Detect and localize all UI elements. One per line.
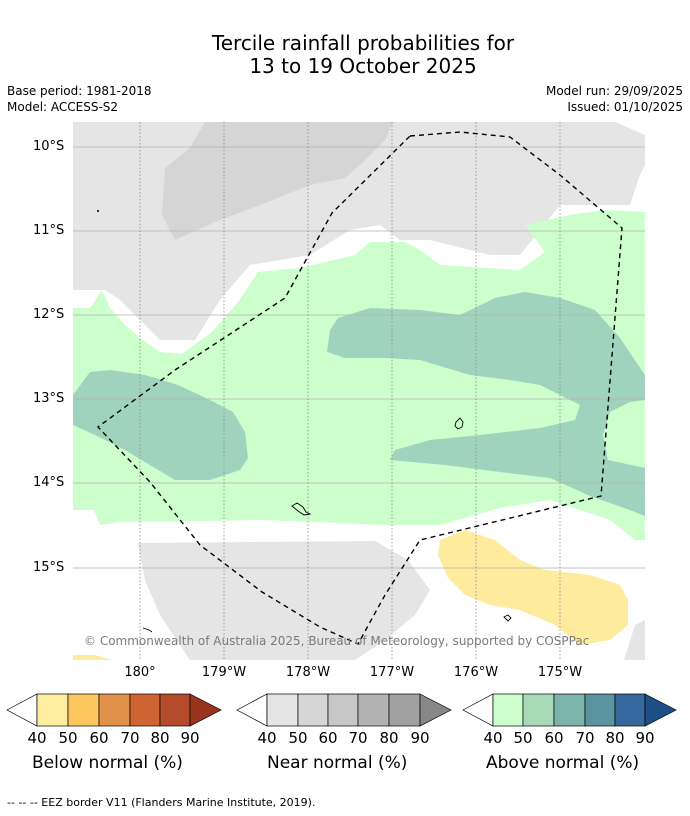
above-normal-50-region-east <box>327 292 645 516</box>
lat-label-14s: 14°S <box>33 475 65 490</box>
below-normal-tick-40: 40 <box>27 729 47 747</box>
map-panel <box>73 122 645 660</box>
above-normal-tick-40: 40 <box>483 729 503 747</box>
above-normal-tick-90: 90 <box>635 729 655 747</box>
latitude-gridlines <box>73 146 645 569</box>
above-normal-50-region-west <box>73 370 248 480</box>
title-line-1: Tercile rainfall probabilities for <box>211 31 515 55</box>
above-normal-tick-70: 70 <box>575 729 595 747</box>
below-normal-tick-90: 90 <box>180 729 200 747</box>
near-normal-tick-70: 70 <box>348 729 368 747</box>
lon-label-180: 180° <box>124 665 156 680</box>
colorbar-above-normal <box>462 693 677 727</box>
model-name: Model: ACCESS-S2 <box>7 100 119 114</box>
near-normal-50-region-north <box>162 122 393 240</box>
lon-label-178w: 178°W <box>285 665 331 680</box>
island-southeast <box>503 614 512 622</box>
eez-border <box>96 131 623 645</box>
lat-label-10s: 10°S <box>33 139 65 154</box>
island-southwest <box>142 627 153 633</box>
issued-date: Issued: 01/10/2025 <box>567 100 683 114</box>
lat-label-12s: 12°S <box>33 307 65 322</box>
above-normal-tick-60: 60 <box>544 729 564 747</box>
above-normal-40-hole <box>610 412 645 462</box>
lon-label-179w: 179°W <box>201 665 247 680</box>
near-normal-tick-90: 90 <box>410 729 430 747</box>
colorbar-near-normal <box>236 693 452 727</box>
below-normal-tick-80: 80 <box>150 729 170 747</box>
below-normal-tick-50: 50 <box>58 729 78 747</box>
lon-label-177w: 177°W <box>369 665 415 680</box>
above-normal-tick-50: 50 <box>513 729 533 747</box>
near-normal-tick-60: 60 <box>318 729 338 747</box>
near-normal-tick-40: 40 <box>257 729 277 747</box>
lat-label-13s: 13°S <box>33 391 65 406</box>
lon-label-176w: 176°W <box>453 665 499 680</box>
near-normal-40-region-corner <box>624 620 645 660</box>
below-normal-40-region-corner <box>73 655 112 660</box>
near-normal-tick-50: 50 <box>288 729 308 747</box>
island-north-dot <box>97 210 99 212</box>
colorbar-below-normal <box>6 693 222 727</box>
above-normal-label: Above normal (%) <box>486 753 640 773</box>
near-normal-tick-80: 80 <box>379 729 399 747</box>
lat-label-15s: 15°S <box>33 560 65 575</box>
copyright-notice: © Commonwealth of Australia 2025, Bureau… <box>84 634 590 648</box>
near-normal-label: Near normal (%) <box>267 753 408 773</box>
model-run: Model run: 29/09/2025 <box>545 84 683 98</box>
below-normal-tick-70: 70 <box>120 729 140 747</box>
below-normal-40-region <box>438 530 628 645</box>
near-normal-40-region-south <box>138 541 430 660</box>
lat-label-11s: 11°S <box>33 223 65 238</box>
base-period: Base period: 1981-2018 <box>7 84 152 98</box>
island-east <box>454 417 464 430</box>
island-south <box>291 502 312 516</box>
eez-footnote: -- -- -- EEZ border V11 (Flanders Marine… <box>7 796 316 809</box>
lon-label-175w: 175°W <box>537 665 583 680</box>
below-normal-tick-60: 60 <box>89 729 109 747</box>
below-normal-label: Below normal (%) <box>32 753 183 773</box>
above-normal-tick-80: 80 <box>605 729 625 747</box>
title-line-2: 13 to 19 October 2025 <box>249 54 477 78</box>
longitude-gridlines <box>139 122 561 660</box>
